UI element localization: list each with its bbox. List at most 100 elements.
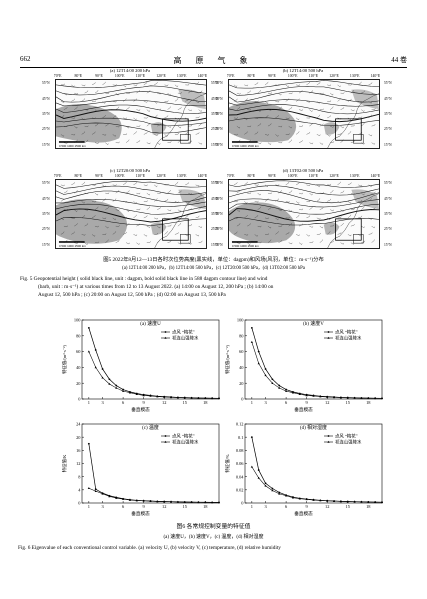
- data-point: [94, 366, 97, 369]
- wind-barb-feather: [104, 114, 106, 117]
- wind-barb: [330, 209, 334, 212]
- wind-barb-feather: [246, 202, 248, 204]
- wind-barb-feather: [160, 108, 162, 110]
- wind-barb: [316, 115, 320, 119]
- wind-barb-feather: [126, 133, 127, 135]
- data-point: [360, 396, 363, 399]
- wind-barb-feather: [170, 224, 172, 226]
- wind-barb: [298, 224, 303, 227]
- wind-barb: [257, 192, 261, 196]
- wind-barb-feather: [63, 218, 65, 220]
- map-panel-d: (d) 13T02:00 500 hPa 70°E 80°E 90°E 100°E 11…: [215, 168, 392, 251]
- wind-barb: [306, 234, 310, 237]
- wind-barb-feather: [374, 108, 376, 110]
- data-point: [122, 389, 125, 392]
- wind-barb-feather: [256, 235, 258, 237]
- wind-barb: [267, 192, 272, 194]
- wind-barb: [361, 142, 365, 145]
- contour-line: [56, 104, 206, 114]
- data-point: [257, 476, 260, 479]
- lon-tick-label: 100°E: [114, 174, 125, 178]
- wind-barb-feather: [278, 100, 280, 103]
- wind-barb: [154, 83, 158, 86]
- wind-barb-feather: [309, 101, 311, 103]
- legend-marker: [164, 336, 167, 339]
- y-tick-label: 0: [78, 397, 81, 402]
- wind-barb: [264, 217, 269, 219]
- wind-barb-feather: [277, 231, 279, 233]
- wind-barb: [233, 99, 237, 102]
- wind-barb: [236, 224, 240, 227]
- wind-barb-feather: [319, 114, 321, 117]
- wind-barb-feather: [160, 92, 161, 95]
- wind-barb: [236, 107, 240, 110]
- wind-barb: [299, 109, 303, 111]
- wind-barb: [309, 207, 313, 210]
- wind-barb: [371, 226, 375, 228]
- lat-tick-label: 25°N: [42, 227, 50, 232]
- wind-barb-feather: [278, 184, 280, 186]
- wind-barb: [136, 224, 140, 227]
- wind-barb-feather: [128, 210, 130, 212]
- wind-barb-feather: [322, 143, 324, 145]
- wind-barb-feather: [298, 214, 300, 217]
- wind-barb: [264, 199, 268, 202]
- wind-barb-feather: [312, 226, 314, 228]
- wind-barb: [244, 201, 247, 204]
- wind-barb: [285, 201, 289, 203]
- lat-tick-label: 45°N: [211, 196, 219, 201]
- wind-barb: [371, 208, 375, 210]
- wind-barb-feather: [260, 206, 262, 209]
- wind-barb: [157, 92, 161, 95]
- page-header: 662 高 原 气 象 44 卷: [14, 55, 413, 67]
- wind-barb-feather: [136, 234, 138, 236]
- y-tick-label: 40: [239, 365, 244, 370]
- data-point: [264, 484, 267, 487]
- wind-barb-feather: [236, 200, 238, 202]
- wind-barb-feather: [257, 131, 259, 133]
- wind-barb-feather: [118, 190, 120, 192]
- wind-barb: [295, 201, 299, 204]
- wind-barb-feather: [361, 101, 362, 103]
- wind-barb: [361, 225, 365, 228]
- wind-barb: [125, 224, 129, 227]
- y-tick-label: 20: [76, 381, 81, 386]
- wind-barb: [319, 92, 323, 95]
- wind-barb-feather: [187, 202, 189, 204]
- wind-barb: [267, 226, 271, 229]
- wind-barb-feather: [180, 107, 182, 109]
- wind-barb-feather: [146, 101, 148, 103]
- wind-barb-feather: [319, 134, 321, 136]
- wind-barb: [115, 107, 119, 110]
- chart-a-svg: (a) 速度U 0 20 40 60 80 100 1 3 6 9 12 15 18 垂直模态 特征值/(m²…: [61, 318, 221, 413]
- wind-barb-feather: [66, 125, 68, 127]
- wind-barb: [133, 234, 137, 236]
- wind-barb-feather: [298, 118, 300, 120]
- series-line: [251, 437, 383, 503]
- lat-tick-label: 55°N: [215, 81, 223, 86]
- wind-barb: [125, 140, 129, 143]
- wind-barb-feather: [128, 242, 130, 245]
- lon-tick-label: 90°E: [95, 174, 103, 178]
- terrain-shading: [323, 122, 340, 135]
- lon-tick-label: 70°E: [53, 174, 62, 178]
- data-point: [142, 394, 145, 397]
- wind-barb-feather: [257, 82, 259, 84]
- wind-barb-feather: [146, 116, 148, 119]
- contour-line: [56, 217, 206, 226]
- wind-barb-feather: [277, 198, 279, 200]
- data-point: [197, 501, 200, 504]
- wind-barb-feather: [63, 101, 65, 103]
- wind-barb-feather: [361, 199, 363, 202]
- x-tick-label: 12: [162, 400, 166, 405]
- contour-line: [229, 117, 379, 127]
- data-point: [278, 492, 281, 495]
- wind-barb-feather: [159, 239, 161, 241]
- data-point: [197, 396, 200, 399]
- lat-right-labels: 55°N 45°N 35°N 25°N 15°N: [211, 179, 221, 249]
- map-title: (b) 12T14:00 500 hPa: [282, 68, 324, 73]
- wind-barb: [91, 201, 96, 203]
- wind-barb-feather: [73, 85, 75, 87]
- wind-barb-feather: [177, 232, 179, 234]
- contour-line: [229, 86, 379, 96]
